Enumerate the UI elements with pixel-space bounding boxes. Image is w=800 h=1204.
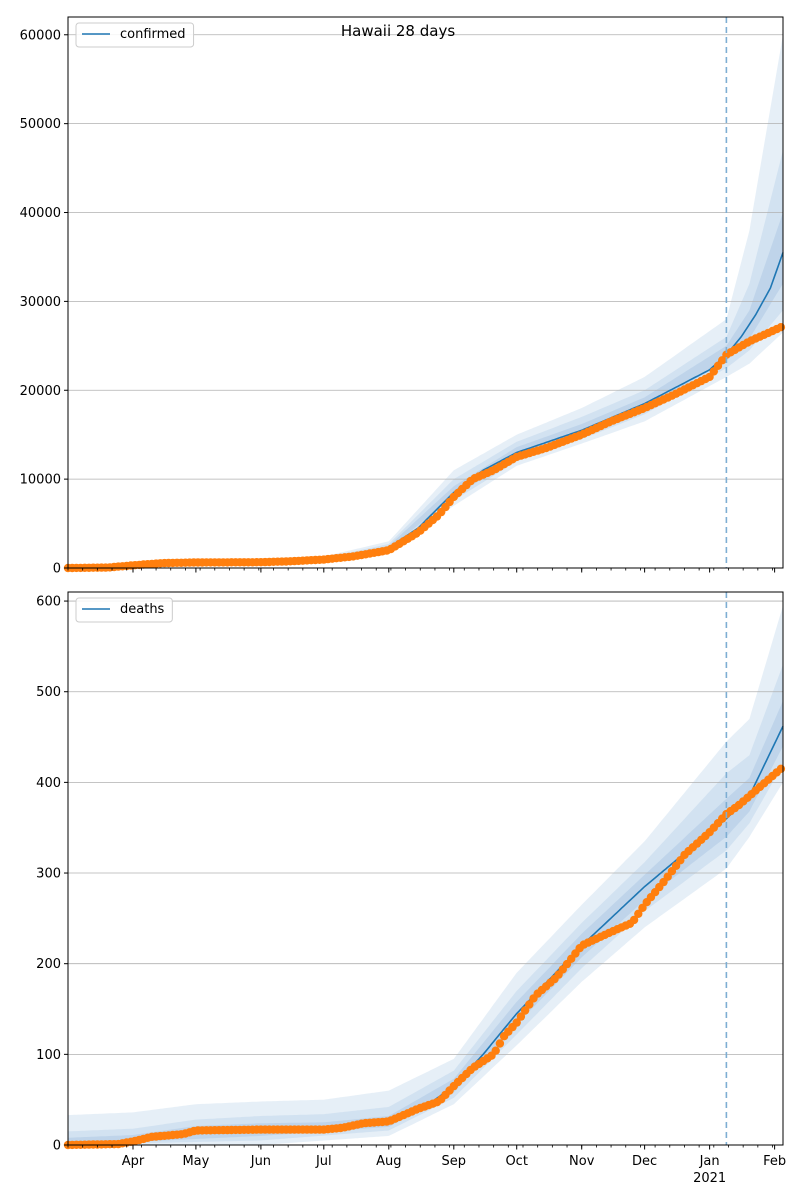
confirmed-y-axis: 0 10000 20000 30000 40000 50000 60000 — [20, 28, 68, 577]
axes-frame — [67, 16, 784, 569]
x-tick-label: Aug — [376, 1154, 401, 1169]
x-tick-label: May — [182, 1154, 209, 1169]
chart-title: Hawaii 28 days — [341, 22, 455, 40]
observed-point — [520, 1006, 530, 1015]
observed-point — [776, 323, 786, 332]
axes-frame — [67, 591, 784, 1146]
y-tick-label: 40000 — [20, 206, 61, 221]
x-tick-label: Feb — [763, 1154, 786, 1169]
x-tick-label: Oct — [505, 1154, 527, 1169]
deaths-observed-points — [63, 764, 786, 1150]
confirmed-observed-points — [63, 323, 786, 573]
y-tick-label: 200 — [36, 957, 61, 972]
y-tick-label: 0 — [53, 1139, 61, 1154]
x-tick-label: Apr — [122, 1154, 145, 1169]
y-tick-label: 0 — [53, 562, 61, 577]
observed-point — [495, 1039, 505, 1048]
confirmed-panel: 0 10000 20000 30000 40000 50000 60000 confirme… — [20, 16, 786, 577]
legend-label-confirmed: confirmed — [120, 27, 186, 42]
observed-point — [525, 1000, 534, 1009]
deaths-x-axis: Apr May Jun Jul Aug Sep Oct Nov Dec Jan Feb 2021 — [67, 1145, 786, 1186]
x-tick-label: Nov — [569, 1154, 595, 1169]
y-tick-label: 300 — [36, 867, 61, 882]
x-tick-label: Jun — [250, 1154, 271, 1169]
legend-box — [75, 597, 173, 623]
legend-box — [75, 22, 195, 48]
uncertainty-band-1 — [68, 34, 783, 569]
observed-point — [634, 909, 643, 918]
confirmed-uncertainty-bands — [68, 34, 783, 569]
observed-point — [512, 1018, 521, 1027]
x-tick-label: Dec — [632, 1154, 657, 1169]
deaths-axes-frame — [67, 591, 784, 1146]
y-tick-label: 30000 — [20, 295, 61, 310]
x-tick-label: Jul — [315, 1154, 332, 1169]
deaths-panel: 0 100 200 300 400 500 600 Apr May Jun Jul Aug Sep Oc… — [36, 591, 786, 1186]
y-tick-label: 50000 — [20, 117, 61, 132]
x-year-label: 2021 — [693, 1171, 726, 1186]
x-tick-label: Sep — [442, 1154, 467, 1169]
y-tick-label: 600 — [36, 595, 61, 610]
observed-point — [776, 764, 786, 773]
confirmed-legend: confirmed — [75, 22, 195, 48]
confirmed-axes-frame — [67, 16, 784, 569]
observed-point — [491, 1046, 500, 1055]
deaths-legend: deaths — [75, 597, 173, 623]
y-tick-label: 10000 — [20, 473, 61, 488]
y-tick-label: 400 — [36, 776, 61, 791]
legend-label-deaths: deaths — [120, 602, 165, 617]
y-tick-label: 60000 — [20, 28, 61, 43]
observed-point — [516, 1012, 526, 1021]
deaths-y-axis: 0 100 200 300 400 500 600 — [36, 595, 68, 1154]
y-tick-label: 500 — [36, 685, 61, 700]
y-tick-label: 100 — [36, 1048, 61, 1063]
y-tick-label: 20000 — [20, 384, 61, 399]
confirmed-x-axis — [67, 568, 776, 573]
observed-point — [629, 915, 639, 925]
x-tick-label: Jan — [699, 1154, 720, 1169]
